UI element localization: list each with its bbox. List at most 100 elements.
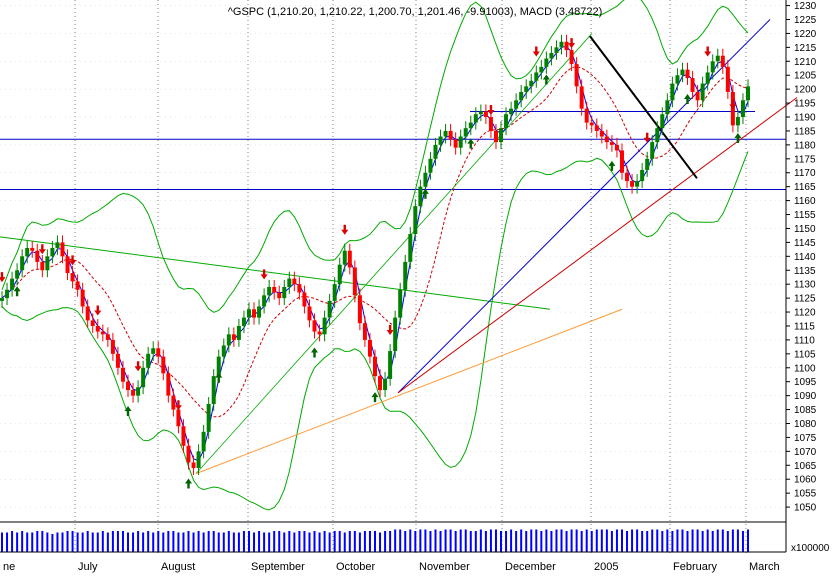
y-tick-label: 1195 (794, 99, 816, 110)
y-tick-label: 1190 (794, 113, 816, 124)
trendline-green-channel (195, 33, 593, 474)
candle-body (524, 86, 529, 92)
candle-body (413, 206, 418, 235)
candle-body (589, 122, 594, 126)
grid-layer (0, 0, 786, 556)
candle-body (136, 387, 141, 396)
buy-arrow-icon (542, 74, 550, 85)
y-tick-label: 1160 (794, 196, 816, 207)
candle-body (226, 334, 231, 346)
x-month-label: ne (3, 561, 15, 573)
sell-arrow-icon (174, 400, 182, 411)
y-tick-label: 1200 (794, 85, 817, 96)
candle-body (347, 250, 352, 268)
candle-body (191, 462, 196, 469)
candle-body (468, 122, 473, 129)
buy-arrow-icon (371, 392, 379, 403)
candle-body (171, 395, 176, 410)
candle-body (246, 309, 251, 318)
candle-body (579, 86, 584, 109)
sell-arrow-icon (69, 255, 77, 266)
candle-body (725, 66, 730, 92)
candle-body (352, 267, 357, 296)
candle-body (650, 142, 655, 159)
candle-body (60, 242, 65, 257)
candle-body (604, 136, 609, 143)
y-tick-label: 1100 (794, 363, 816, 374)
candle-body (100, 331, 105, 335)
buy-arrow-icon (13, 286, 21, 297)
chart-title: ^GSPC (1,210.20, 1,210.22, 1,200.70, 1,2… (228, 6, 603, 18)
candle-body (120, 367, 125, 382)
y-tick-label: 1070 (794, 447, 817, 458)
sell-arrow-icon (341, 224, 349, 235)
candle-body (236, 325, 241, 340)
candle-body (307, 306, 312, 321)
candle-body (544, 58, 549, 67)
y-tick-label: 1170 (794, 168, 816, 179)
buy-arrow-icon (734, 133, 742, 144)
indicator-layer (0, 0, 798, 511)
y-tick-label: 1130 (794, 280, 816, 291)
x-month-label: 2005 (594, 561, 618, 573)
candle-body (378, 376, 383, 391)
candle-body (746, 86, 750, 101)
sell-arrow-icon (568, 38, 576, 49)
candle-body (141, 367, 146, 388)
candle-body (40, 261, 45, 271)
candle-body (211, 376, 216, 404)
candle-body (80, 289, 85, 307)
candle-body (277, 292, 282, 299)
y-tick-label: 1055 (794, 489, 817, 500)
candle-body (317, 331, 322, 335)
trendline-red (397, 97, 798, 394)
candle-layer (0, 34, 750, 476)
candle-body (65, 256, 70, 274)
axis-layer: 1050 1055 1060 1065 1070 1075 1080 1085 1090 1095… (0, 0, 817, 573)
candle-body (196, 451, 201, 469)
x-month-label: November (419, 561, 470, 573)
candle-body (599, 130, 604, 137)
y-tick-label: 1175 (794, 154, 816, 165)
y-tick-label: 1060 (794, 475, 817, 486)
plot-area (0, 0, 786, 521)
bollinger-upper-line (1, 0, 749, 313)
candle-body (282, 286, 287, 299)
candle-body (312, 320, 317, 332)
candle-body (569, 50, 574, 65)
candle-body (262, 295, 267, 307)
trendline-green (0, 236, 551, 310)
sell-arrow-icon (386, 325, 394, 336)
y-tick-label: 1120 (794, 308, 816, 319)
candle-body (675, 75, 680, 84)
candle-body (5, 289, 10, 299)
candle-body (105, 334, 110, 340)
candle-body (710, 61, 715, 73)
candle-body (690, 78, 695, 92)
candle-body (267, 286, 272, 296)
candle-body (126, 381, 131, 391)
candle-body (614, 144, 619, 151)
sell-arrow-icon (643, 132, 651, 143)
y-tick-label: 1065 (794, 461, 817, 472)
candle-body (15, 270, 20, 279)
signal-layer (0, 38, 742, 489)
candle-body (367, 339, 372, 357)
y-tick-label: 1105 (794, 349, 816, 360)
candle-body (75, 281, 80, 290)
signal-dashed-line (1, 66, 749, 418)
x-month-label: September (251, 561, 305, 573)
candle-body (115, 353, 120, 368)
candle-body (45, 256, 50, 271)
y-tick-label: 1095 (794, 377, 817, 388)
buy-arrow-icon (185, 478, 192, 489)
candle-body (735, 117, 740, 126)
candle-body (110, 339, 115, 354)
candle-body (297, 284, 302, 293)
candle-body (635, 181, 640, 187)
candle-body (640, 169, 645, 182)
candle-body (322, 317, 327, 335)
candle-body (161, 356, 166, 374)
